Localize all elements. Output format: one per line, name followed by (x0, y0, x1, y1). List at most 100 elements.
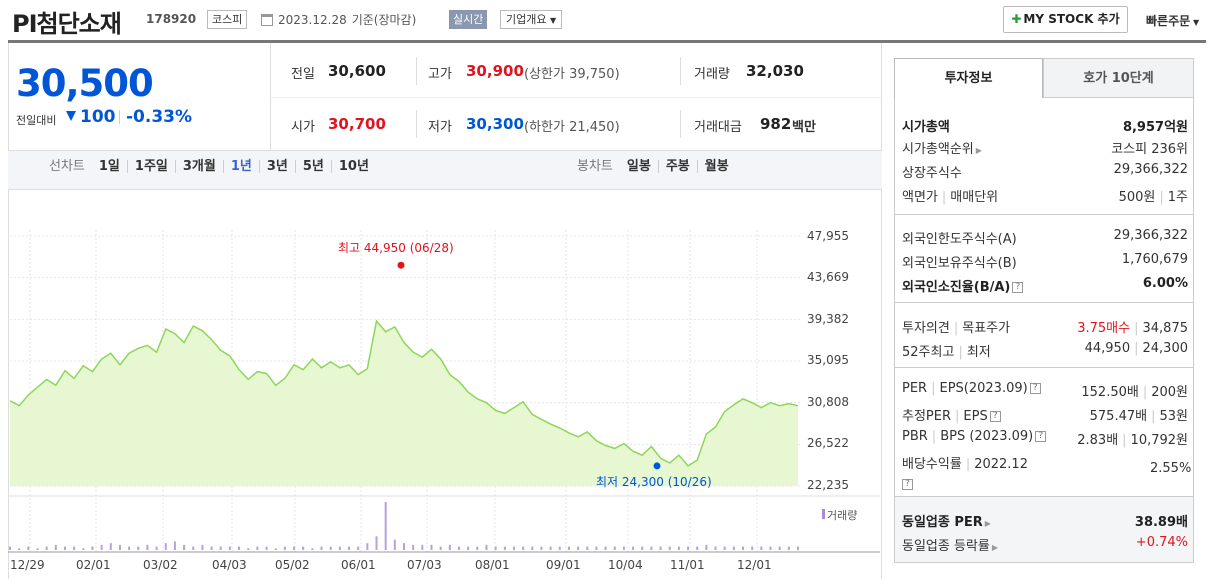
opinion-label: 투자의견 (902, 321, 950, 336)
per-value: 152.50배 (1081, 385, 1139, 400)
foreign-hold-value: 1,760,679 (1121, 252, 1188, 267)
volume-bar (256, 546, 259, 550)
volume-bar (742, 546, 745, 550)
x-tick-label: 02/01 (76, 558, 111, 572)
est-per-row: 추정PER | EPS? 575.47배 | 53원 (902, 409, 1188, 424)
current-price: 30,500 (16, 62, 154, 105)
volume-bar (448, 544, 451, 550)
volume-bar (604, 546, 607, 550)
rank-value: 코스피 236위 (1111, 142, 1188, 157)
down-triangle-icon (66, 111, 76, 121)
volume-bar (146, 544, 149, 550)
volume-bar (36, 548, 39, 550)
volume-bar (109, 543, 112, 550)
volume-bar (531, 546, 534, 550)
opinion-value: 3.75매수 (1077, 321, 1131, 336)
volume-bar (723, 546, 726, 550)
volume-bar (732, 546, 735, 550)
quick-order-button[interactable]: 빠른주문 ▼ (1146, 12, 1199, 29)
sector-change-row: 동일업종 등락률 ▶ +0.74% (902, 535, 1188, 554)
lower-limit: (하한가 21,450) (524, 120, 620, 135)
volume-bar (558, 546, 561, 550)
bps-value: 10,792원 (1130, 433, 1188, 448)
volume-bar (274, 548, 277, 550)
pbr-label: PBR (902, 429, 928, 444)
shares-label: 상장주식수 (902, 166, 962, 181)
face-label: 액면가 (902, 190, 938, 205)
live-badge: 실시간 (449, 10, 488, 29)
sector-change-value: +0.74% (1135, 535, 1188, 550)
divider (895, 496, 1193, 497)
divider (895, 214, 1193, 215)
tab-3month[interactable]: 3개월 (174, 160, 223, 173)
volume-bar (613, 546, 616, 550)
invest-info-box (894, 98, 1194, 563)
high-marker (397, 261, 405, 269)
date-info: 2023.12.28 기준(장마감) (261, 11, 416, 28)
tab-1day[interactable]: 1일 (98, 159, 120, 174)
divider (680, 110, 681, 138)
tab-5year[interactable]: 5년 (294, 160, 331, 173)
tab-1year[interactable]: 1년 (222, 160, 259, 173)
volume-bar (540, 546, 543, 550)
sector-change-label: 동일업종 등락률 (902, 539, 990, 554)
candle-chart-tabs: 봉차트 일봉 주봉 월봉 (570, 160, 736, 173)
foreign-ratio-value: 6.00% (1142, 276, 1188, 291)
tab-monthly[interactable]: 월봉 (696, 160, 736, 173)
eps-label: EPS(2023.09) (939, 381, 1028, 396)
help-icon[interactable]: ? (902, 474, 913, 493)
opinion-row: 투자의견 | 목표주가 3.75매수 | 34,875 (902, 321, 1188, 336)
tab-invest-info[interactable]: 투자정보 (894, 58, 1043, 98)
divider (895, 367, 1193, 368)
prev-close-value: 30,600 (328, 62, 386, 80)
volume-bar (641, 546, 644, 550)
help-icon[interactable]: ? (1029, 383, 1041, 394)
volume-bar (668, 546, 671, 550)
bps-label: BPS (2023.09) (940, 429, 1034, 444)
volume-bar (650, 546, 653, 550)
x-tick-label: 07/03 (407, 558, 442, 572)
caret-right-icon: ▶ (991, 543, 999, 552)
volume-bar (348, 546, 351, 550)
volume-bar (9, 546, 11, 550)
tab-10year[interactable]: 10년 (330, 160, 376, 173)
basis-text: 기준(장마감) (351, 13, 417, 27)
change-percent: -0.33% (126, 107, 193, 127)
x-tick-label: 09/01 (546, 558, 581, 572)
volume-bar (567, 546, 570, 550)
plus-icon: ✚ (1011, 12, 1022, 26)
foreign-hold-label: 외국인보유주식수(B) (902, 256, 1017, 271)
volume-bar (27, 546, 30, 550)
face-value-row: 액면가 | 매매단위 500원 | 1주 (902, 190, 1188, 205)
add-my-stock-button[interactable]: ✚ MY STOCK 추가 (1003, 6, 1128, 33)
company-overview-button[interactable]: 기업개요 ▼ (500, 10, 563, 29)
volume-bar (118, 544, 121, 550)
high-value: 30,900 (466, 62, 524, 80)
tab-weekly[interactable]: 주봉 (657, 160, 697, 173)
unit-value: 1주 (1167, 190, 1188, 205)
foreign-limit-row: 외국인한도주식수(A) 29,366,322 (902, 228, 1188, 247)
tab-3year[interactable]: 3년 (258, 160, 295, 173)
tab-1week[interactable]: 1주일 (126, 160, 175, 173)
chevron-down-icon: ▼ (549, 16, 557, 25)
volume-bar (787, 546, 790, 550)
divider (416, 110, 417, 138)
x-tick-label: 08/01 (475, 558, 510, 572)
low-value: 30,300 (466, 115, 524, 133)
help-icon[interactable]: ? (1012, 282, 1024, 293)
tab-daily[interactable]: 일봉 (626, 159, 651, 174)
volume-bar (164, 543, 167, 550)
volume-bar (412, 544, 415, 550)
volume-bar (155, 546, 158, 550)
per-label: PER (902, 381, 928, 396)
week52-row: 52주최고 | 최저 44,950 | 24,300 (902, 341, 1188, 360)
volume-bar (384, 502, 387, 550)
dividend-row: 배당수익률 | 2022.12 (902, 457, 1028, 472)
upper-limit: (상한가 39,750) (524, 67, 620, 82)
volume-bar (485, 544, 488, 550)
volume-bar (687, 546, 690, 550)
help-icon[interactable]: ? (1035, 431, 1047, 442)
tab-order-book[interactable]: 호가 10단계 (1043, 58, 1194, 98)
help-icon[interactable]: ? (989, 411, 1001, 422)
rank-row: 시가총액순위 ▶ 코스피 236위 (902, 138, 1188, 157)
